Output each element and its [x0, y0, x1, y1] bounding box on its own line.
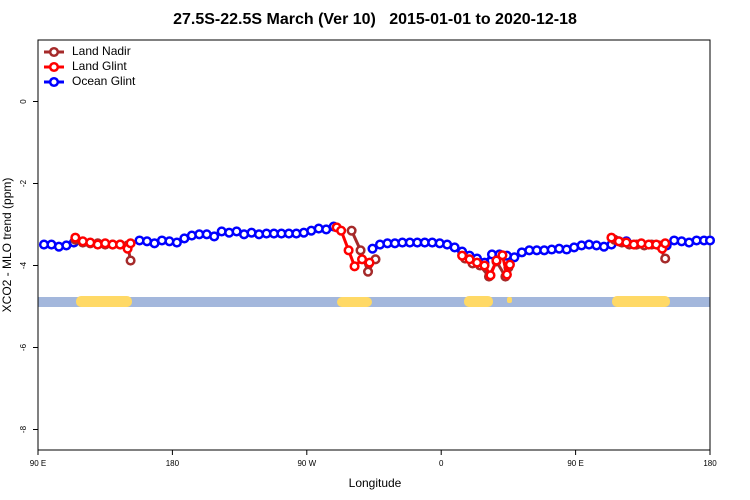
data-point: [504, 259, 515, 270]
data-point: [606, 232, 617, 243]
data-point: [704, 235, 716, 246]
data-point: [125, 238, 136, 249]
data-point: [491, 255, 502, 266]
x-tick-label: 90 E: [567, 459, 583, 468]
y-tick-label: -2: [19, 179, 28, 187]
x-tick-label: 180: [166, 459, 180, 468]
land-patch: [612, 296, 670, 307]
data-point: [449, 242, 460, 253]
data-point: [485, 270, 496, 281]
data-point: [660, 253, 671, 264]
data-point: [355, 245, 366, 256]
data-point: [125, 255, 136, 266]
legend-label: Land Glint: [72, 59, 127, 73]
x-tick-label: 90 W: [297, 459, 316, 468]
data-point: [336, 225, 347, 236]
data-point: [457, 250, 468, 261]
data-point: [364, 257, 375, 268]
series: [70, 222, 671, 281]
data-point: [497, 250, 508, 261]
x-tick-label: 180: [703, 459, 717, 468]
y-tick-label: -8: [19, 425, 28, 433]
legend-label: Ocean Glint: [72, 74, 136, 88]
data-point: [479, 260, 490, 271]
y-tick-label: -6: [19, 343, 28, 351]
x-tick-label: 90 E: [30, 459, 46, 468]
data-point: [660, 238, 671, 249]
data-point: [209, 231, 220, 242]
data-point: [367, 243, 378, 254]
land-patch: [464, 296, 493, 307]
data-point: [346, 225, 357, 236]
data-point: [70, 232, 81, 243]
ocean-strip: [38, 297, 710, 307]
data-point: [349, 261, 360, 272]
data-point: [343, 245, 354, 256]
map-strip: [38, 296, 710, 307]
land-patch: [337, 297, 372, 307]
x-axis-label: Longitude: [349, 476, 402, 490]
legend-marker: [48, 61, 60, 73]
data-point: [501, 269, 512, 280]
data-point: [171, 237, 182, 248]
land-patch: [507, 297, 512, 303]
series: [70, 225, 671, 282]
data-point: [362, 266, 374, 277]
land-patch: [76, 296, 132, 307]
data-point: [509, 252, 520, 263]
data-point: [115, 239, 126, 250]
y-axis-label: XCO2 - MLO trend (ppm): [0, 178, 14, 313]
legend-label: Land Nadir: [72, 44, 131, 58]
chart-title: 27.5S-22.5S March (Ver 10) 2015-01-01 to…: [173, 11, 577, 28]
y-tick-label: -4: [19, 261, 28, 269]
legend-marker: [48, 46, 60, 58]
x-tick-label: 0: [439, 459, 444, 468]
y-tick-label: 0: [19, 99, 28, 104]
legend-marker: [48, 76, 60, 88]
